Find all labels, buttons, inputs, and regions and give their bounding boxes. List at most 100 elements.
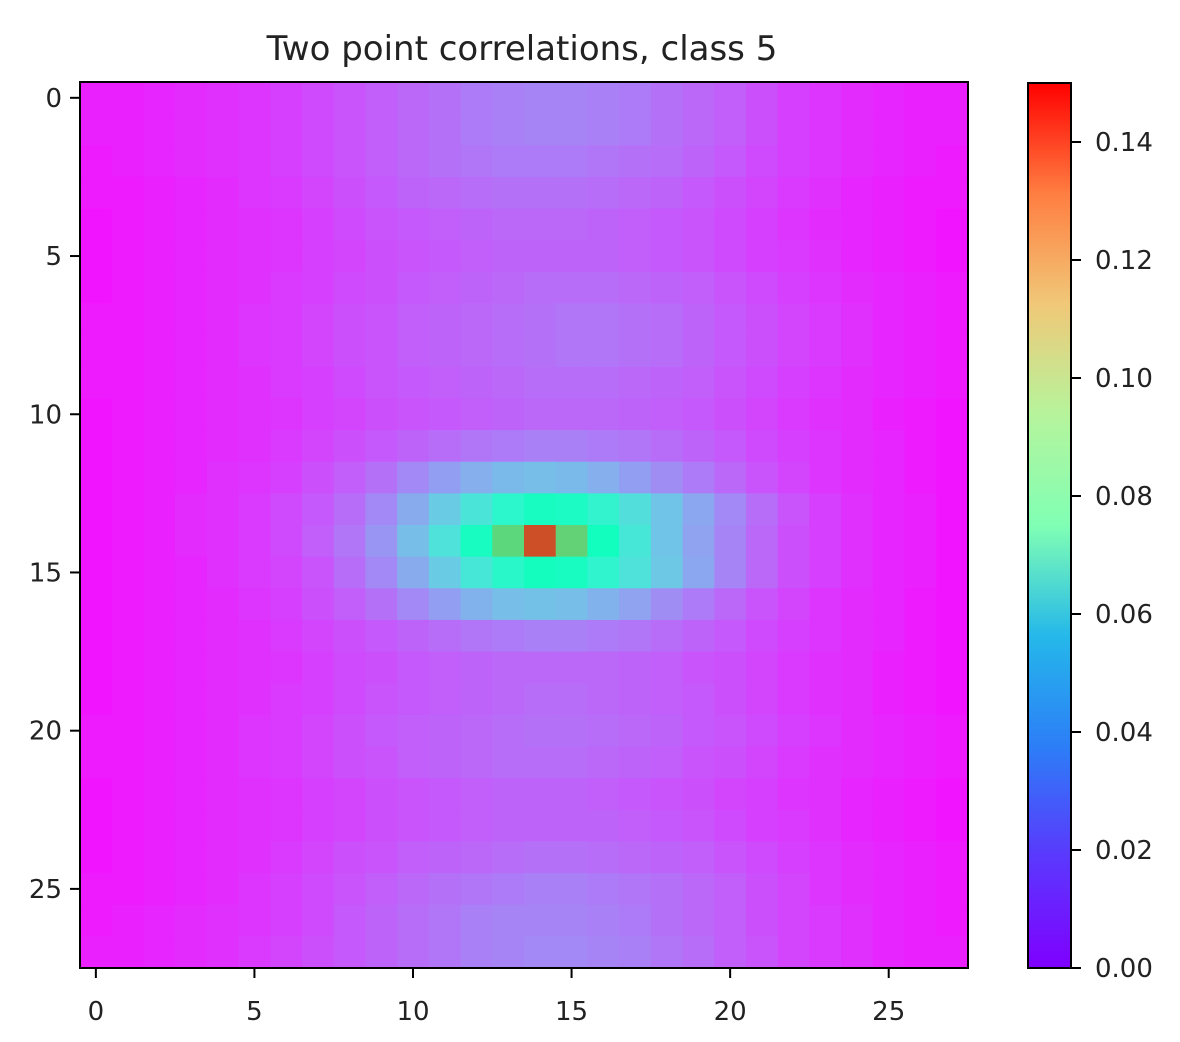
heatmap-cell bbox=[333, 493, 367, 526]
colorbar-tick-label: 0.10 bbox=[1095, 364, 1153, 394]
heatmap-cell bbox=[365, 683, 398, 716]
heatmap-cell bbox=[80, 493, 113, 526]
heatmap-cell bbox=[650, 208, 684, 241]
heatmap-cell bbox=[333, 303, 367, 336]
heatmap-cell bbox=[143, 683, 176, 716]
heatmap-cell bbox=[428, 240, 462, 273]
heatmap-cell bbox=[270, 145, 303, 178]
heatmap-cell bbox=[397, 556, 430, 589]
heatmap-cell bbox=[555, 82, 589, 115]
heatmap-cell bbox=[365, 493, 398, 526]
heatmap-cell bbox=[175, 525, 208, 558]
heatmap-cell bbox=[143, 619, 176, 653]
heatmap-cell bbox=[746, 430, 779, 463]
heatmap-cell bbox=[206, 619, 240, 653]
heatmap-cell bbox=[238, 525, 271, 558]
heatmap-cell bbox=[492, 398, 525, 431]
heatmap-cell bbox=[80, 398, 113, 431]
heatmap-cell bbox=[460, 176, 493, 210]
heatmap-cell bbox=[365, 746, 398, 779]
heatmap-cell bbox=[682, 651, 715, 684]
heatmap-cell bbox=[460, 904, 493, 937]
heatmap-cell bbox=[746, 240, 779, 273]
heatmap-cell bbox=[650, 619, 684, 653]
heatmap-cell bbox=[333, 936, 367, 969]
heatmap-cell bbox=[397, 113, 430, 146]
heatmap-cell bbox=[555, 936, 589, 969]
heatmap-cell bbox=[777, 588, 811, 621]
heatmap-cell bbox=[397, 303, 430, 336]
heatmap-cell bbox=[175, 556, 208, 589]
heatmap-cell bbox=[587, 936, 620, 969]
heatmap-cell bbox=[238, 809, 271, 843]
heatmap-cell bbox=[682, 588, 715, 621]
heatmap-cell bbox=[397, 335, 430, 368]
heatmap-cell bbox=[587, 208, 620, 241]
heatmap-cell bbox=[650, 588, 684, 621]
x-tick-label: 0 bbox=[88, 997, 105, 1027]
heatmap-cell bbox=[746, 398, 779, 431]
x-tick-label: 5 bbox=[246, 997, 263, 1027]
heatmap-cell bbox=[619, 904, 652, 937]
heatmap-cell bbox=[270, 651, 303, 684]
heatmap-cell bbox=[841, 809, 874, 843]
heatmap-cell bbox=[809, 619, 842, 653]
heatmap-cell bbox=[143, 240, 176, 273]
heatmap-cell bbox=[333, 113, 367, 146]
heatmap-cell bbox=[682, 841, 715, 874]
heatmap-cell bbox=[619, 176, 652, 210]
heatmap-cell bbox=[841, 683, 874, 716]
heatmap-cell bbox=[428, 430, 462, 463]
heatmap-cell bbox=[619, 271, 652, 305]
heatmap-cell bbox=[80, 683, 113, 716]
colorbar-tick-label: 0.14 bbox=[1095, 128, 1153, 158]
heatmap-cell bbox=[714, 619, 747, 653]
heatmap-cell bbox=[143, 208, 176, 241]
heatmap-cell bbox=[365, 82, 398, 115]
heatmap-cell bbox=[397, 683, 430, 716]
heatmap-cell bbox=[809, 714, 842, 748]
heatmap-cell bbox=[936, 398, 969, 431]
heatmap-cell bbox=[841, 303, 874, 336]
heatmap-cell bbox=[175, 430, 208, 463]
heatmap-cell bbox=[206, 556, 240, 589]
heatmap-cell bbox=[206, 809, 240, 843]
heatmap-cell bbox=[746, 714, 779, 748]
heatmap-cell bbox=[555, 366, 589, 400]
heatmap-cell bbox=[619, 208, 652, 241]
heatmap-cell bbox=[650, 303, 684, 336]
heatmap-cell bbox=[175, 366, 208, 400]
heatmap-cell bbox=[111, 525, 145, 558]
heatmap-cell bbox=[302, 588, 335, 621]
heatmap-cell bbox=[555, 619, 589, 653]
heatmap-cell bbox=[111, 651, 145, 684]
heatmap-cell bbox=[777, 936, 811, 969]
heatmap-cell bbox=[841, 208, 874, 241]
heatmap-cell bbox=[841, 240, 874, 273]
heatmap-cell bbox=[302, 398, 335, 431]
heatmap-cell bbox=[746, 809, 779, 843]
heatmap-cell bbox=[238, 746, 271, 779]
heatmap-cell bbox=[714, 335, 747, 368]
heatmap-cell bbox=[936, 746, 969, 779]
heatmap-cell bbox=[619, 619, 652, 653]
heatmap-cell bbox=[777, 651, 811, 684]
heatmap-cell bbox=[809, 366, 842, 400]
heatmap-cell bbox=[904, 778, 937, 811]
heatmap-cell bbox=[175, 619, 208, 653]
heatmap-cell bbox=[524, 113, 557, 146]
heatmap-cell bbox=[524, 556, 557, 589]
heatmap-cell bbox=[111, 303, 145, 336]
heatmap-cell bbox=[397, 651, 430, 684]
heatmap-cell bbox=[80, 556, 113, 589]
heatmap-cell bbox=[650, 82, 684, 115]
heatmap-cell bbox=[238, 335, 271, 368]
heatmap-cell bbox=[270, 176, 303, 210]
heatmap-cell bbox=[777, 398, 811, 431]
heatmap-cell bbox=[460, 113, 493, 146]
heatmap-cell bbox=[397, 366, 430, 400]
heatmap-cell bbox=[587, 113, 620, 146]
heatmap-cell bbox=[238, 778, 271, 811]
heatmap-cell bbox=[809, 271, 842, 305]
heatmap-cell bbox=[746, 176, 779, 210]
